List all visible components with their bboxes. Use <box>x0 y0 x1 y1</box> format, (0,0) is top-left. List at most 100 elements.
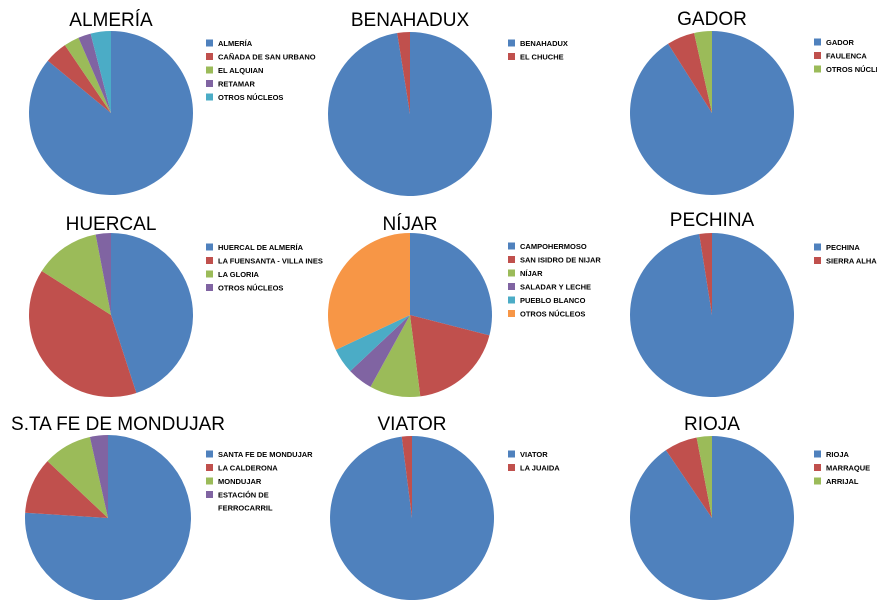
legend-label-la-fuensanta-villa-ines: LA FUENSANTA - VILLA INES <box>218 257 323 266</box>
pie-slice-marraque <box>665 437 712 518</box>
pie-slice-retamar <box>78 33 111 113</box>
pie-slice-san-isidro-de-nijar <box>410 315 490 397</box>
pie-chart-pechina: PECHINA PECHINA SIERRA ALHAMILLA <box>630 210 877 397</box>
pie-chart-almeria: ALMERÍA ALMERÍA CAÑADA DE SAN URBANO EL ALQ… <box>29 10 316 195</box>
pie-slice-el-chuche <box>397 32 410 114</box>
pie-slice-otros-nucleos <box>95 233 111 315</box>
legend-label-la-calderona: LA CALDERONA <box>218 464 278 473</box>
legend-swatch <box>814 477 821 485</box>
pie-chart-nijar: NÍJAR CAMPOHERMOSO SAN ISIDRO DE NIJAR NÍJA… <box>327 214 601 397</box>
legend-label-otros-nucleos: OTROS NÚCLEOS <box>826 65 877 74</box>
pie-slice-el-alquian <box>64 37 111 113</box>
pie-slice-otros-nucleos <box>694 30 712 113</box>
legend-swatch <box>206 53 213 60</box>
legend-swatch <box>508 256 515 263</box>
legend-label-almeria: ALMERÍA <box>218 39 253 48</box>
legend-label-sierra-alhamilla: SIERRA ALHAMILLA <box>826 257 877 266</box>
legend-label-pechina: PECHINA <box>826 243 860 252</box>
chart-title: HUERCAL <box>66 214 157 235</box>
legend-label-mondujar: MONDUJAR <box>218 477 262 486</box>
legend-label-benahadux: BENAHADUX <box>520 39 568 48</box>
legend-label-viator: VIATOR <box>520 450 548 459</box>
pie-slice-nijar <box>370 315 421 397</box>
legend-swatch <box>206 39 213 47</box>
legend-label-el-chuche: EL CHUCHE <box>520 53 564 62</box>
legend-swatch <box>814 243 821 251</box>
pie-chart-gador: GADOR GADOR FAULENCA OTROS NÚCLEOS <box>630 9 877 195</box>
legend-swatch <box>814 65 821 73</box>
legend-swatch <box>508 39 515 47</box>
legend-swatch <box>508 310 515 317</box>
pie-slice-arrijal <box>696 436 712 518</box>
pie-slice-santa-fe-de-mondujar <box>25 435 191 600</box>
legend-label-huercal-de-almeria: HUERCAL DE ALMERÍA <box>218 243 304 252</box>
chart-title: GADOR <box>677 9 747 30</box>
legend-swatch <box>206 450 213 458</box>
pie-slice-almeria <box>29 31 194 195</box>
legend-label-san-isidro-de-nijar: SAN ISIDRO DE NIJAR <box>520 256 601 265</box>
pie-chart-s-ta-fe-de-mondujar: S.TA FE DE MONDUJAR SANTA FE DE MONDUJAR L… <box>11 414 313 600</box>
legend-swatch <box>206 477 213 485</box>
legend-swatch <box>508 242 515 250</box>
legend-label-canada-de-san-urbano: CAÑADA DE SAN URBANO <box>218 53 316 62</box>
legend-swatch <box>206 270 213 278</box>
chart-title: VIATOR <box>378 414 447 435</box>
legend-label-otros-nucleos: OTROS NÚCLEOS <box>218 93 283 102</box>
chart-title: PECHINA <box>670 210 755 231</box>
pie-chart-rioja: RIOJA RIOJA MARRAQUE ARRIJAL <box>630 414 870 600</box>
legend-swatch <box>206 284 213 291</box>
pie-chart-viator: VIATOR VIATOR LA JUAIDA <box>330 414 560 600</box>
pie-slice-mondujar <box>47 437 108 518</box>
pie-chart-benahadux: BENAHADUX BENAHADUX EL CHUCHE <box>328 10 568 196</box>
legend-label-saladar-y-leche: SALADAR Y LECHE <box>520 283 591 292</box>
legend-swatch <box>206 243 213 251</box>
legend-swatch <box>206 93 213 101</box>
pie-slice-la-calderona <box>25 461 108 518</box>
pie-slice-gador <box>630 31 795 195</box>
pie-slice-viator <box>330 435 495 600</box>
legend-label-arrijal: ARRIJAL <box>826 477 859 486</box>
legend-swatch <box>508 450 515 458</box>
pie-slice-la-gloria <box>41 234 111 315</box>
legend-swatch <box>206 464 213 471</box>
pie-slice-benahadux <box>328 32 493 196</box>
legend-swatch <box>814 450 821 458</box>
legend-swatch <box>206 66 213 74</box>
pie-slice-campohermoso <box>410 233 492 336</box>
pie-chart-huercal: HUERCAL HUERCAL DE ALMERÍA LA FUENSANTA - … <box>29 214 323 398</box>
legend-label-gador: GADOR <box>826 38 855 47</box>
legend-swatch <box>814 38 821 46</box>
legend-swatch <box>508 53 515 60</box>
legend-swatch <box>508 464 515 471</box>
pie-slice-saladar-y-leche <box>350 315 410 387</box>
pie-slice-otros-nucleos <box>90 31 111 113</box>
legend-swatch <box>814 464 821 471</box>
chart-title: NÍJAR <box>383 214 438 235</box>
pie-slice-sierra-alhamilla <box>699 233 712 315</box>
legend-swatch <box>508 296 515 304</box>
pie-slice-otros-nucleos <box>327 233 410 350</box>
pie-slice-faulenca <box>668 32 712 113</box>
legend-label-otros-nucleos: OTROS NÚCLEOS <box>520 310 585 319</box>
pie-slice-pueblo-blanco <box>335 315 410 372</box>
legend-swatch <box>206 80 213 87</box>
legend-swatch <box>206 491 213 498</box>
legend-label-el-alquian: EL ALQUIAN <box>218 66 263 75</box>
chart-title: RIOJA <box>684 414 740 435</box>
chart-title: BENAHADUX <box>351 10 470 31</box>
legend-label-nijar: NÍJAR <box>520 269 543 278</box>
legend-swatch <box>206 257 213 264</box>
legend-label-estacion-de-ferrocarril: ESTACIÓN DE FERROCARRIL <box>218 491 273 513</box>
legend-label-marraque: MARRAQUE <box>826 464 870 473</box>
pie-slice-la-juaida <box>401 436 412 518</box>
legend-swatch <box>508 269 515 277</box>
legend-label-la-gloria: LA GLORIA <box>218 270 260 279</box>
legend-swatch <box>508 283 515 290</box>
legend-label-otros-nucleos: OTROS NÚCLEOS <box>218 284 283 293</box>
pie-slice-estacion-de-ferrocarril <box>89 435 108 518</box>
legend-label-pueblo-blanco: PUEBLO BLANCO <box>520 296 586 305</box>
legend-label-faulenca: FAULENCA <box>826 52 867 61</box>
legend-swatch <box>814 52 821 59</box>
chart-title: ALMERÍA <box>69 10 153 31</box>
